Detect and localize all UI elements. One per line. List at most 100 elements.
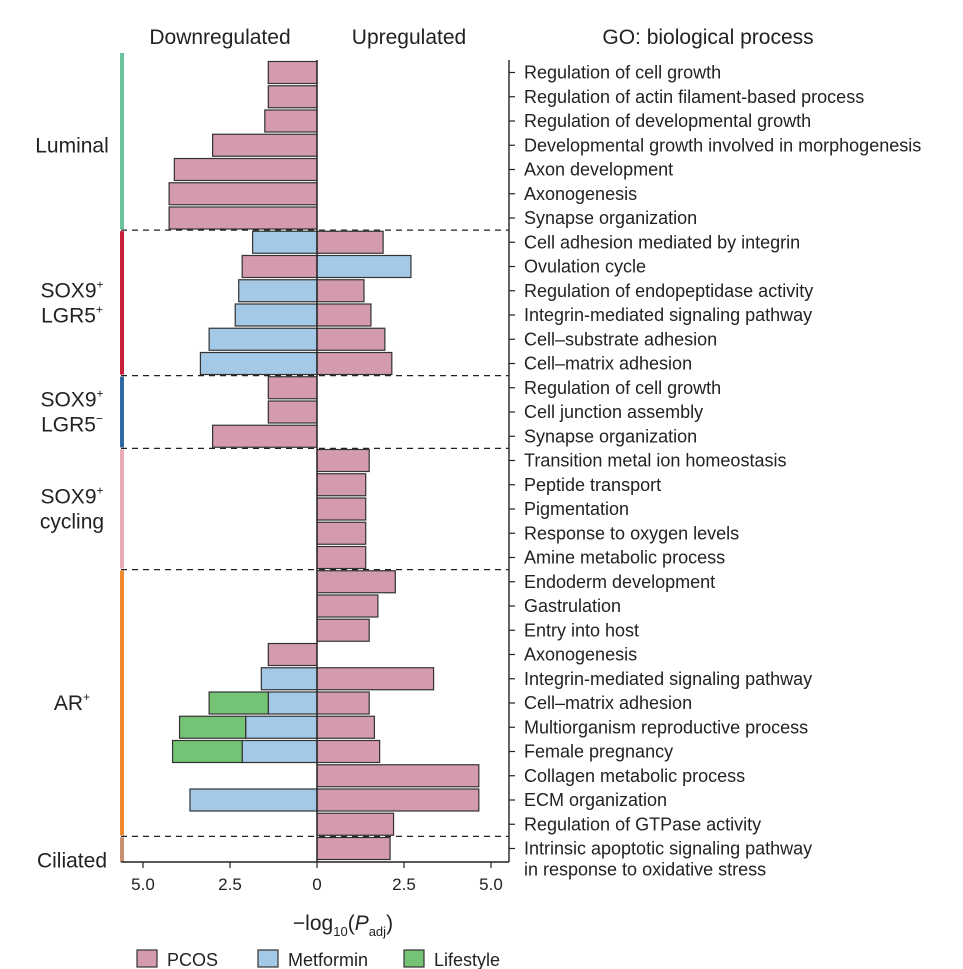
go-term-25: Integrin-mediated signaling pathway [524, 669, 812, 689]
go-term-32-line-2: in response to oxidative stress [524, 860, 766, 880]
go-term-19: Response to oxygen levels [524, 523, 739, 543]
go-term-4: Axon development [524, 160, 673, 180]
bar-down-metformin-row-25 [260, 667, 318, 691]
go-term-24: Axonogenesis [524, 645, 637, 665]
bar-down-lifestyle-row-28 [171, 739, 243, 764]
bar-up-pcos-row-28 [316, 739, 381, 764]
bar-up-metformin-row-8 [316, 254, 412, 279]
x-axis-label: −log10(Padj) [293, 912, 393, 939]
bar-down-metformin-row-11 [208, 327, 318, 351]
bar-up-pcos-row-27 [316, 715, 376, 739]
bar-down-lifestyle-row-26 [208, 691, 269, 715]
bar-up-pcos-row-20 [316, 545, 367, 570]
x-tick-label-5: 5.0 [131, 875, 155, 894]
go-term-9: Regulation of endopeptidase activity [524, 281, 813, 301]
bar-down-metformin-row-9 [238, 279, 318, 303]
legend-label-pcos: PCOS [167, 950, 218, 969]
bar-down-pcos-row-15 [212, 424, 318, 448]
legend-label-lifestyle: Lifestyle [434, 950, 500, 969]
go-term-30: ECM organization [524, 790, 667, 810]
go-term-6: Synapse organization [524, 208, 697, 228]
column-headers: Downregulated Upregulated GO: biological… [149, 26, 813, 49]
bar-down-metformin-row-30 [189, 788, 318, 812]
header-downregulated: Downregulated [149, 26, 290, 49]
go-term-15: Synapse organization [524, 426, 697, 446]
go-term-2: Regulation of developmental growth [524, 111, 811, 131]
go-term-14: Cell junction assembly [524, 402, 703, 422]
bar-up-pcos-row-16 [316, 448, 370, 473]
cell-type-group-bars [120, 53, 124, 862]
group-label-sox9-lgr5-line-0: SOX9+ [40, 387, 103, 412]
legend: PCOS Metformin Lifestyle [136, 949, 500, 969]
go-term-0: Regulation of cell growth [524, 63, 721, 83]
bar-down-metformin-row-28 [241, 739, 318, 764]
go-term-5: Axonogenesis [524, 184, 637, 204]
bar-down-pcos-row-8 [241, 254, 318, 279]
go-term-17: Peptide transport [524, 475, 661, 495]
bar-up-pcos-row-10 [316, 303, 372, 327]
bar-down-metformin-row-12 [199, 351, 318, 376]
go-term-12: Cell–matrix adhesion [524, 354, 692, 374]
x-axis: 5.0 2.5 0 2.5 5.0 [131, 862, 503, 894]
go-term-31: Regulation of GTPase activity [524, 814, 761, 834]
go-term-8: Ovulation cycle [524, 257, 646, 277]
x-tick-label-2-5: 2.5 [218, 875, 242, 894]
go-term-20: Amine metabolic process [524, 548, 725, 568]
group-label-sox9-lgr5-line-0: SOX9+ [40, 277, 103, 302]
bar-up-pcos-row-26 [316, 691, 370, 715]
go-term-28: Female pregnancy [524, 742, 673, 762]
bar-up-pcos-row-7 [316, 230, 384, 254]
go-term-13: Regulation of cell growth [524, 378, 721, 398]
group-bar-luminal [120, 53, 124, 230]
go-term-3: Developmental growth involved in morphog… [524, 135, 921, 155]
group-label-sox9-lgr5-line-1: LGR5+ [41, 302, 103, 327]
legend-swatch-metformin [257, 949, 279, 968]
group-label-ar-line-0: AR+ [54, 690, 90, 715]
group-bar-ciliated [120, 837, 124, 862]
bar-up-pcos-row-17 [316, 473, 367, 497]
bar-up-pcos-row-22 [316, 594, 379, 618]
bars [168, 60, 480, 861]
go-term-29: Collagen metabolic process [524, 766, 745, 786]
go-term-10: Integrin-mediated signaling pathway [524, 305, 812, 325]
bar-down-pcos-row-1 [267, 85, 318, 109]
bar-down-pcos-row-5 [168, 182, 318, 206]
bar-up-pcos-row-32 [316, 836, 391, 861]
bar-up-pcos-row-29 [316, 764, 480, 788]
bar-down-pcos-row-24 [267, 642, 318, 667]
bar-up-pcos-row-18 [316, 497, 367, 521]
x-tick-label-0: 0 [312, 875, 321, 894]
legend-label-metformin: Metformin [288, 950, 368, 969]
bar-down-pcos-row-3 [212, 133, 318, 157]
bar-down-pcos-row-13 [267, 376, 318, 400]
go-term-26: Cell–matrix adhesion [524, 693, 692, 713]
bar-down-pcos-row-6 [168, 206, 318, 230]
bar-up-pcos-row-9 [316, 279, 365, 303]
go-term-18: Pigmentation [524, 499, 629, 519]
bar-down-metformin-row-10 [234, 303, 318, 327]
bar-down-pcos-row-0 [267, 60, 318, 85]
bar-up-pcos-row-11 [316, 327, 386, 351]
go-term-22: Gastrulation [524, 596, 621, 616]
group-bar-sox9-lgr5 [120, 231, 124, 375]
bar-down-metformin-row-26 [267, 691, 318, 715]
go-term-16: Transition metal ion homeostasis [524, 451, 786, 471]
bar-up-pcos-row-30 [316, 788, 480, 812]
x-tick-label-5: 5.0 [479, 875, 503, 894]
bar-up-pcos-row-25 [316, 667, 435, 691]
group-label-sox9-lgr5-line-1: LGR5− [41, 412, 103, 437]
header-go-biological-process: GO: biological process [602, 26, 813, 49]
go-term-27: Multiorganism reproductive process [524, 717, 808, 737]
bar-down-metformin-row-7 [252, 230, 318, 254]
go-term-11: Cell–substrate adhesion [524, 329, 717, 349]
bar-up-pcos-row-19 [316, 521, 367, 545]
go-term-32: Intrinsic apoptotic signaling pathway [524, 839, 812, 859]
bar-down-lifestyle-row-27 [178, 715, 247, 739]
go-term-21: Endoderm development [524, 572, 715, 592]
x-tick-label-2-5: 2.5 [392, 875, 416, 894]
group-bar-ar [120, 570, 124, 836]
legend-swatch-lifestyle [403, 949, 425, 968]
group-dividers [121, 229, 509, 838]
bar-down-pcos-row-2 [264, 109, 318, 133]
